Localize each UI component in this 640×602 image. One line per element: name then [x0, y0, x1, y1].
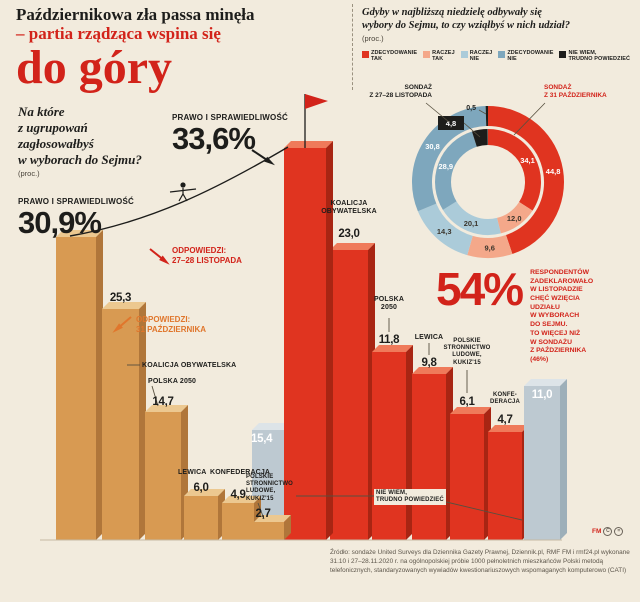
label-niewiem: NIE WIEM, TRUDNO POWIEDZIEĆ	[374, 489, 446, 506]
legend-item-4: NIE WIEM, TRUDNO POWIEDZIEĆ	[559, 50, 630, 63]
bar-okt-lewica	[184, 496, 218, 540]
bar-lis-psl	[450, 414, 484, 540]
value-okt-ko: 25,3	[109, 292, 132, 304]
label-lis-p2050: POLSKA 2050	[373, 296, 405, 312]
left-question-unit: (proc.)	[18, 169, 40, 179]
legend-item-2: RACZEJ NIE	[460, 50, 493, 63]
legend-label-0: ZDECYDOWANIE TAK	[371, 50, 418, 63]
label-lis-psl: POLSKIE STRONNICTWO LUDOWE, KUKIZ'15	[443, 338, 491, 366]
bar-lis-konfederacja	[488, 432, 522, 540]
value-lis-lewica: 9,8	[421, 357, 437, 369]
legend-item-3: ZDECYDOWANIE NIE	[498, 50, 553, 63]
bar-okt-konfederacja	[222, 503, 254, 540]
label-lis-ko: KOALICJA OBYWATELSKA	[321, 200, 377, 216]
turnout-legend: ZDECYDOWANIE TAK RACZEJ TAK RACZEJ NIE ZDECYDO…	[362, 50, 636, 63]
credit-icon-2: =	[614, 527, 624, 536]
annotation-october: ODPOWIEDZI: 31 PAŹDZIERNIKA	[136, 315, 207, 335]
headline-line-1: Październikowa zła passa minęła	[16, 5, 255, 24]
value-okt-konfederacja: 4,9	[230, 489, 246, 501]
legend-label-4: NIE WIEM, TRUDNO POWIEDZIEĆ	[568, 50, 631, 63]
bar-lis-niewiem	[524, 386, 560, 540]
headline-line-2: – partia rządząca wspina się	[16, 23, 221, 43]
label-lis-pis-party: PRAWO I SPRAWIEDLIWOŚĆ	[172, 113, 288, 122]
bar-lis-ko	[330, 250, 368, 540]
value-lis-p2050: 11,8	[378, 334, 400, 346]
bar-okt-psl	[254, 522, 284, 540]
source-note: Źródło: sondaże United Surveys dla Dzien…	[330, 549, 630, 575]
legend-chip-icon-3	[498, 51, 506, 58]
header-divider	[352, 4, 353, 90]
value-okt-niewiem: 15,4	[251, 433, 273, 445]
label-survey-october: SONDAŻ Z 31 PAŹDZIERNIKA	[544, 84, 607, 100]
legend-label-1: RACZEJ TAK	[432, 50, 455, 63]
value-lis-pis: 33,6%	[172, 121, 256, 156]
legend-item-0: ZDECYDOWANIE TAK	[362, 50, 417, 63]
turnout-description: RESPONDENTÓW ZADEKLAROWAŁO W LISTOPADZIE CH…	[530, 269, 594, 363]
legend-label-2: RACZEJ NIE	[469, 50, 493, 63]
credit-fm: FM	[592, 528, 602, 535]
right-question-unit: (proc.)	[362, 34, 384, 44]
headline-line-3: do góry	[16, 41, 172, 95]
credits: FM C =	[592, 527, 624, 536]
credit-icon-1: C	[603, 527, 613, 536]
legend-label-3: ZDECYDOWANIE NIE	[507, 50, 554, 63]
label-okt-psl: POLSKIE STRONNICTWO LUDOWE, KUKIZ'15	[246, 474, 293, 502]
right-question: Gdyby w najbliższą niedzielę odbywały si…	[362, 6, 634, 44]
bar-lis-lewica	[412, 374, 446, 540]
value-lis-psl: 6,1	[459, 396, 475, 408]
value-okt-p2050: 14,7	[152, 396, 174, 408]
turnout-highlight: 54% RESPONDENTÓW ZADEKLAROWAŁO W LISTOPADZ…	[436, 266, 593, 365]
value-okt-lewica: 6,0	[193, 482, 209, 494]
label-survey-november: SONDAŻ Z 27–28 LISTOPADA	[369, 84, 432, 100]
bar-lis-pis	[284, 148, 326, 540]
label-okt-konfederacja: KONFEDERACJA	[210, 469, 271, 476]
label-okt-ko: KOALICJA OBYWATELSKA	[142, 362, 237, 369]
value-lis-niewiem: 11,0	[531, 389, 553, 401]
value-okt-psl: 2,7	[255, 508, 271, 520]
right-question-text: Gdyby w najbliższą niedzielę odbywały si…	[362, 7, 570, 32]
value-lis-konfederacja: 4,7	[497, 414, 513, 426]
legend-chip-icon-1	[423, 51, 431, 58]
bar-okt-p2050	[145, 412, 181, 540]
value-lis-ko: 23,0	[338, 228, 360, 240]
turnout-percentage: 54%	[436, 263, 524, 315]
bar-okt-ko	[102, 309, 139, 540]
label-lis-konfederacja: KONFE- DERACJA	[489, 392, 521, 406]
legend-chip-icon-4	[559, 51, 567, 58]
legend-chip-icon-2	[460, 51, 468, 58]
bar-okt-pis	[56, 237, 96, 540]
value-okt-pis: 30,9%	[18, 205, 102, 240]
headline: Październikowa zła passa minęła – partia…	[16, 5, 255, 95]
legend-chip-icon-0	[362, 51, 369, 58]
label-lis-lewica: LEWICA	[414, 334, 444, 341]
bar-lis-p2050	[372, 352, 406, 540]
legend-item-1: RACZEJ TAK	[423, 50, 455, 63]
label-okt-lewica: LEWICA	[178, 469, 207, 476]
label-okt-p2050: POLSKA 2050	[148, 378, 197, 385]
annotation-november: ODPOWIEDZI: 27–28 LISTOPADA	[172, 246, 242, 266]
